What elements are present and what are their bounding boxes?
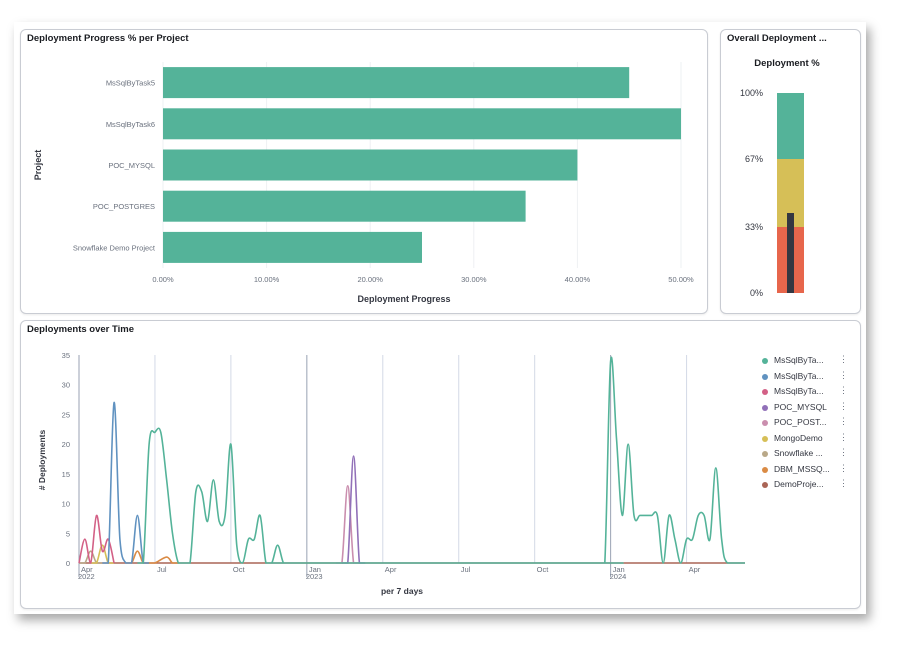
gauge-tick-label: 0% — [750, 288, 763, 298]
gauge-tick-label: 100% — [740, 88, 763, 98]
legend-label: MsSqlByTa... — [774, 386, 824, 396]
series-line-0 — [137, 356, 745, 564]
time-panel-title: Deployments over Time — [27, 324, 135, 335]
bar-0 — [163, 67, 630, 99]
legend-item[interactable]: POC_POST... ⋮ — [760, 416, 855, 432]
y-tick-label: 25 — [62, 410, 70, 419]
y-tick-label: POC_MYSQL — [108, 161, 155, 170]
legend-label: MsSqlByTa... — [774, 355, 824, 365]
legend-item[interactable]: MsSqlByTa... ⋮ — [760, 354, 855, 370]
x-tick-label: 30.00% — [461, 275, 487, 284]
gauge-title: Deployment % — [754, 58, 820, 69]
legend-options-icon[interactable]: ⋮ — [839, 431, 848, 442]
x-tick-label: Oct — [537, 565, 550, 574]
legend-dot-icon — [762, 451, 768, 457]
gauge-value-bar — [787, 213, 794, 293]
x-tick-label: Jan — [309, 565, 321, 574]
legend-options-icon[interactable]: ⋮ — [839, 369, 848, 380]
x-tick-label: 40.00% — [565, 275, 591, 284]
y-tick-label: 10 — [62, 500, 70, 509]
legend-item[interactable]: Snowflake ... ⋮ — [760, 447, 855, 463]
legend-item[interactable]: POC_MYSQL ⋮ — [760, 401, 855, 417]
legend-options-icon[interactable]: ⋮ — [839, 416, 848, 426]
y-tick-label: 0 — [66, 559, 70, 568]
x-tick-label: Jan — [613, 565, 625, 574]
series-line-5 — [90, 544, 115, 564]
legend-options-icon[interactable]: ⋮ — [839, 447, 848, 457]
y-tick-label: 15 — [62, 470, 70, 479]
progress-panel-title: Deployment Progress % per Project — [27, 33, 189, 44]
legend-label: POC_POST... — [774, 417, 827, 427]
y-tick-label: MsSqlByTask5 — [106, 79, 155, 88]
legend-dot-icon — [762, 358, 768, 364]
y-tick-label: 5 — [66, 529, 70, 538]
x-tick-label: Oct — [233, 565, 246, 574]
legend-options-icon[interactable]: ⋮ — [839, 478, 848, 488]
legend-dot-icon — [762, 482, 768, 488]
legend-label: MongoDemo — [774, 432, 823, 443]
x-tick-label: 20.00% — [357, 275, 383, 284]
x-axis-title: Deployment Progress — [357, 294, 450, 304]
legend-options-icon[interactable]: ⋮ — [839, 462, 848, 473]
y-axis-title: Project — [33, 150, 43, 181]
legend-dot-icon — [762, 435, 768, 442]
legend-dot-icon — [762, 373, 768, 380]
legend-item[interactable]: MongoDemo ⋮ — [760, 432, 855, 448]
x-tick-label: 10.00% — [254, 275, 280, 284]
x-tick-label: 50.00% — [668, 275, 694, 284]
bar-1 — [163, 108, 681, 140]
gauge-tick-label: 67% — [745, 154, 763, 164]
x-tick-label: Jul — [461, 565, 471, 574]
x-tick-label: Jul — [157, 565, 167, 574]
gauge-band-2 — [777, 93, 804, 159]
legend-label: DemoProje... — [774, 479, 824, 489]
x-tick-label: 0.00% — [152, 275, 174, 284]
legend-item[interactable]: MsSqlByTa... ⋮ — [760, 385, 855, 401]
legend-label: MsSqlByTa... — [774, 370, 824, 381]
bar-2 — [163, 149, 578, 181]
y-tick-label: 35 — [62, 351, 70, 360]
x-tick-year: 2023 — [306, 572, 323, 581]
y-tick-label: MsSqlByTask6 — [106, 120, 155, 129]
y-axis-title: # Deployments — [37, 429, 47, 490]
legend-dot-icon — [762, 420, 768, 426]
overall-panel-title: Overall Deployment ... — [727, 33, 827, 44]
legend-dot-icon — [762, 466, 768, 473]
legend-options-icon[interactable]: ⋮ — [839, 354, 848, 364]
legend-item[interactable]: MsSqlByTa... ⋮ — [760, 370, 855, 386]
bar-3 — [163, 190, 526, 222]
x-tick-year: 2022 — [78, 572, 95, 581]
x-tick-label: Apr — [385, 565, 397, 574]
time-chart-legend: MsSqlByTa... ⋮ MsSqlByTa... ⋮ MsSqlByTa... ⋮ P… — [760, 354, 855, 494]
y-tick-label: POC_POSTGRES — [93, 202, 155, 211]
y-tick-label: Snowflake Demo Project — [73, 243, 156, 252]
legend-options-icon[interactable]: ⋮ — [839, 385, 848, 395]
legend-label: POC_MYSQL — [774, 401, 827, 412]
legend-dot-icon — [762, 389, 768, 395]
x-tick-year: 2024 — [610, 572, 627, 581]
y-tick-label: 20 — [62, 440, 70, 449]
x-axis-title: per 7 days — [381, 586, 423, 596]
gauge-tick-label: 33% — [745, 222, 763, 232]
series-line-1 — [102, 401, 150, 564]
bar-4 — [163, 231, 422, 263]
series-line-2 — [78, 514, 115, 564]
y-tick-label: 30 — [62, 381, 70, 390]
legend-item[interactable]: DBM_MSSQ... ⋮ — [760, 463, 855, 479]
legend-label: Snowflake ... — [774, 448, 823, 458]
x-tick-label: Apr — [689, 565, 701, 574]
legend-label: DBM_MSSQ... — [774, 463, 830, 474]
legend-item[interactable]: DemoProje... ⋮ — [760, 478, 855, 494]
series-line-6 — [78, 550, 103, 564]
legend-options-icon[interactable]: ⋮ — [839, 400, 848, 411]
legend-dot-icon — [762, 404, 768, 411]
x-tick-label: Apr — [81, 565, 93, 574]
